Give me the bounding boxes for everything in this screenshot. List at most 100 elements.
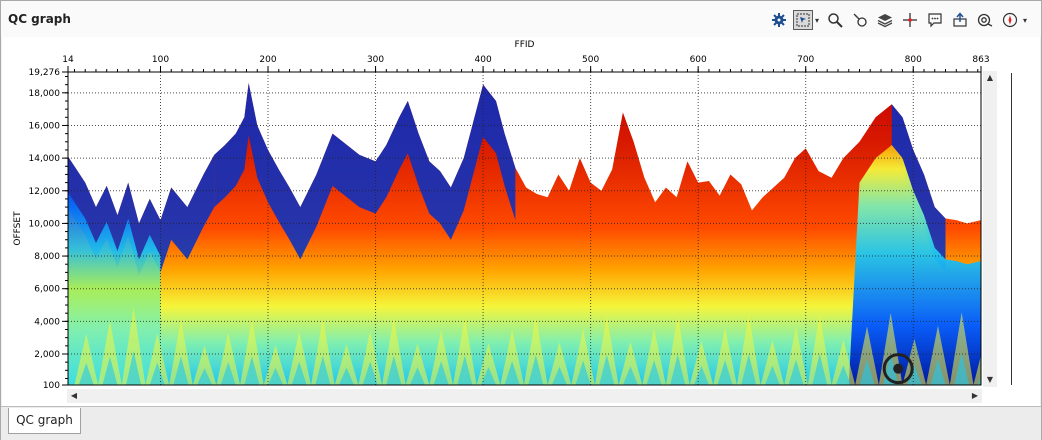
- heatmap-near-offset-stripe: [102, 356, 118, 385]
- layers-icon[interactable]: [874, 9, 896, 31]
- heatmap-near-offset-stripe: [741, 354, 757, 385]
- heatmap-deep-blue-region: [891, 104, 946, 271]
- heatmap-near-offset-stripe: [812, 353, 828, 385]
- heatmap-near-offset-stripe: [622, 366, 638, 385]
- heatmap-near-offset-stripe: [547, 342, 572, 385]
- heatmap-near-offset-stripe: [98, 320, 122, 385]
- heatmap-near-offset-stripe: [78, 362, 94, 385]
- y-tick-label: 100: [43, 381, 60, 391]
- heatmap-near-offset-stripe: [121, 307, 146, 385]
- y-tick-label: 2,000: [34, 350, 60, 360]
- heatmap-near-offset-stripe: [973, 355, 981, 385]
- scroll-up-icon[interactable]: ▲: [986, 73, 994, 82]
- x-tick-label: 100: [152, 55, 169, 65]
- heatmap-near-offset-stripe: [594, 315, 619, 385]
- comment-icon[interactable]: [924, 9, 946, 31]
- y-tick-label: 14,000: [29, 154, 61, 164]
- x-tick-label: 700: [797, 55, 814, 65]
- heatmap-near-offset-stripe: [784, 326, 808, 385]
- heatmap-near-offset-stripe: [551, 366, 567, 385]
- x-tick-label: 500: [582, 55, 599, 65]
- heatmap-near-offset-stripe: [358, 331, 383, 385]
- toolbar: ▾ ▾: [765, 9, 1029, 31]
- x-tick-label: 200: [259, 55, 276, 65]
- compass-icon[interactable]: [999, 9, 1021, 31]
- tab-bar: QC graph: [1, 406, 1041, 440]
- heatmap-near-offset-stripe: [926, 325, 950, 385]
- heatmap-near-offset-stripe: [523, 316, 548, 385]
- heatmap-near-offset-stripe: [977, 376, 981, 385]
- heatmap-near-offset-stripe: [311, 318, 335, 385]
- compass-dropdown-icon[interactable]: ▾: [1022, 15, 1027, 25]
- heatmap-near-offset-stripe: [480, 366, 497, 385]
- heatmap-deep-blue-region: [214, 83, 376, 260]
- horizontal-scrollbar[interactable]: ◀ ▶: [67, 389, 982, 403]
- marker-ring: [882, 353, 914, 385]
- y-tick-label: 8,000: [34, 252, 60, 262]
- heatmap-near-offset-stripe: [291, 361, 307, 385]
- heatmap-near-offset-stripe: [452, 317, 477, 385]
- scroll-left-icon[interactable]: ◀: [70, 391, 78, 400]
- y-tick-label: 6,000: [34, 285, 60, 295]
- heatmap-near-offset-stripe: [192, 345, 217, 385]
- x-tick-label: 14: [62, 55, 74, 65]
- select-mode-icon[interactable]: [793, 10, 813, 30]
- heatmap-near-offset-stripe: [954, 353, 970, 385]
- heatmap-near-offset-stripe: [315, 355, 331, 385]
- heatmap-near-offset-stripe: [386, 355, 402, 385]
- heatmap-main-area: [68, 83, 981, 385]
- heatmap-near-offset-stripe: [930, 359, 946, 385]
- heatmap-near-offset-stripe: [670, 354, 686, 385]
- select-mode-dropdown-icon[interactable]: ▾: [814, 15, 819, 25]
- search-target-icon[interactable]: [974, 9, 996, 31]
- heatmap-near-offset-stripe: [74, 333, 99, 385]
- vertical-scrollbar[interactable]: ▲ ▼: [983, 71, 997, 387]
- zoom-icon[interactable]: [824, 9, 846, 31]
- pick-icon[interactable]: [849, 9, 871, 31]
- heatmap-near-offset-stripe: [764, 365, 780, 385]
- crosshair-icon[interactable]: [899, 9, 921, 31]
- heatmap-near-offset-stripe: [382, 317, 406, 385]
- heatmap-near-offset-stripe: [149, 362, 165, 385]
- window-title: QC graph: [8, 12, 71, 26]
- marker-dot: [893, 363, 904, 374]
- plot-frame: [67, 71, 982, 386]
- tab-qc-graph[interactable]: QC graph: [8, 408, 81, 434]
- x-tick-label: 400: [475, 55, 492, 65]
- heatmap-near-offset-stripe: [263, 344, 288, 385]
- heatmap-near-offset-stripe: [504, 360, 520, 385]
- heatmap-near-offset-stripe: [173, 356, 189, 385]
- heatmap-near-offset-stripe: [216, 332, 241, 385]
- y-tick-label: 4,000: [34, 317, 60, 327]
- settings-icon[interactable]: [768, 9, 790, 31]
- heatmap-near-offset-stripe: [693, 366, 709, 385]
- heatmap-near-offset-stripe: [457, 355, 473, 385]
- heatmap-near-offset-stripe: [197, 368, 213, 385]
- heatmap-near-offset-stripe: [713, 327, 737, 385]
- heatmap-near-offset-stripe: [528, 355, 544, 385]
- heatmap-near-offset-stripe: [902, 338, 927, 385]
- heatmap-near-offset-stripe: [599, 354, 615, 385]
- x-axis-title: FFID: [515, 40, 535, 50]
- heatmap-near-offset-stripe: [831, 339, 856, 385]
- heatmap-near-offset-stripe: [362, 361, 378, 385]
- y-tick-label: 19,276: [29, 68, 61, 78]
- heatmap-near-offset-stripe: [575, 360, 591, 385]
- heatmap-near-offset-stripe: [689, 340, 714, 385]
- heatmap-near-offset-stripe: [287, 331, 312, 385]
- heatmap-near-offset-stripe: [807, 313, 832, 385]
- export-icon[interactable]: [949, 9, 971, 31]
- scroll-down-icon[interactable]: ▼: [986, 375, 994, 384]
- qc-heatmap-chart[interactable]: 14 100 200 300 400 500 600 700 800 863 100 2,000 4,0…: [2, 37, 1040, 407]
- heatmap-near-offset-stripe: [642, 328, 666, 385]
- heatmap-near-offset-stripe: [906, 365, 922, 385]
- heatmap-near-offset-stripe: [646, 360, 662, 385]
- heatmap-near-offset-stripe: [571, 328, 595, 385]
- y-tick-label: 18,000: [29, 89, 61, 99]
- heatmap-near-offset-stripe: [476, 342, 501, 385]
- heatmap-near-offset-stripe: [244, 356, 260, 385]
- x-tick-label: 300: [367, 55, 384, 65]
- heatmap-near-offset-stripe: [338, 367, 355, 385]
- scroll-right-icon[interactable]: ▶: [971, 391, 979, 400]
